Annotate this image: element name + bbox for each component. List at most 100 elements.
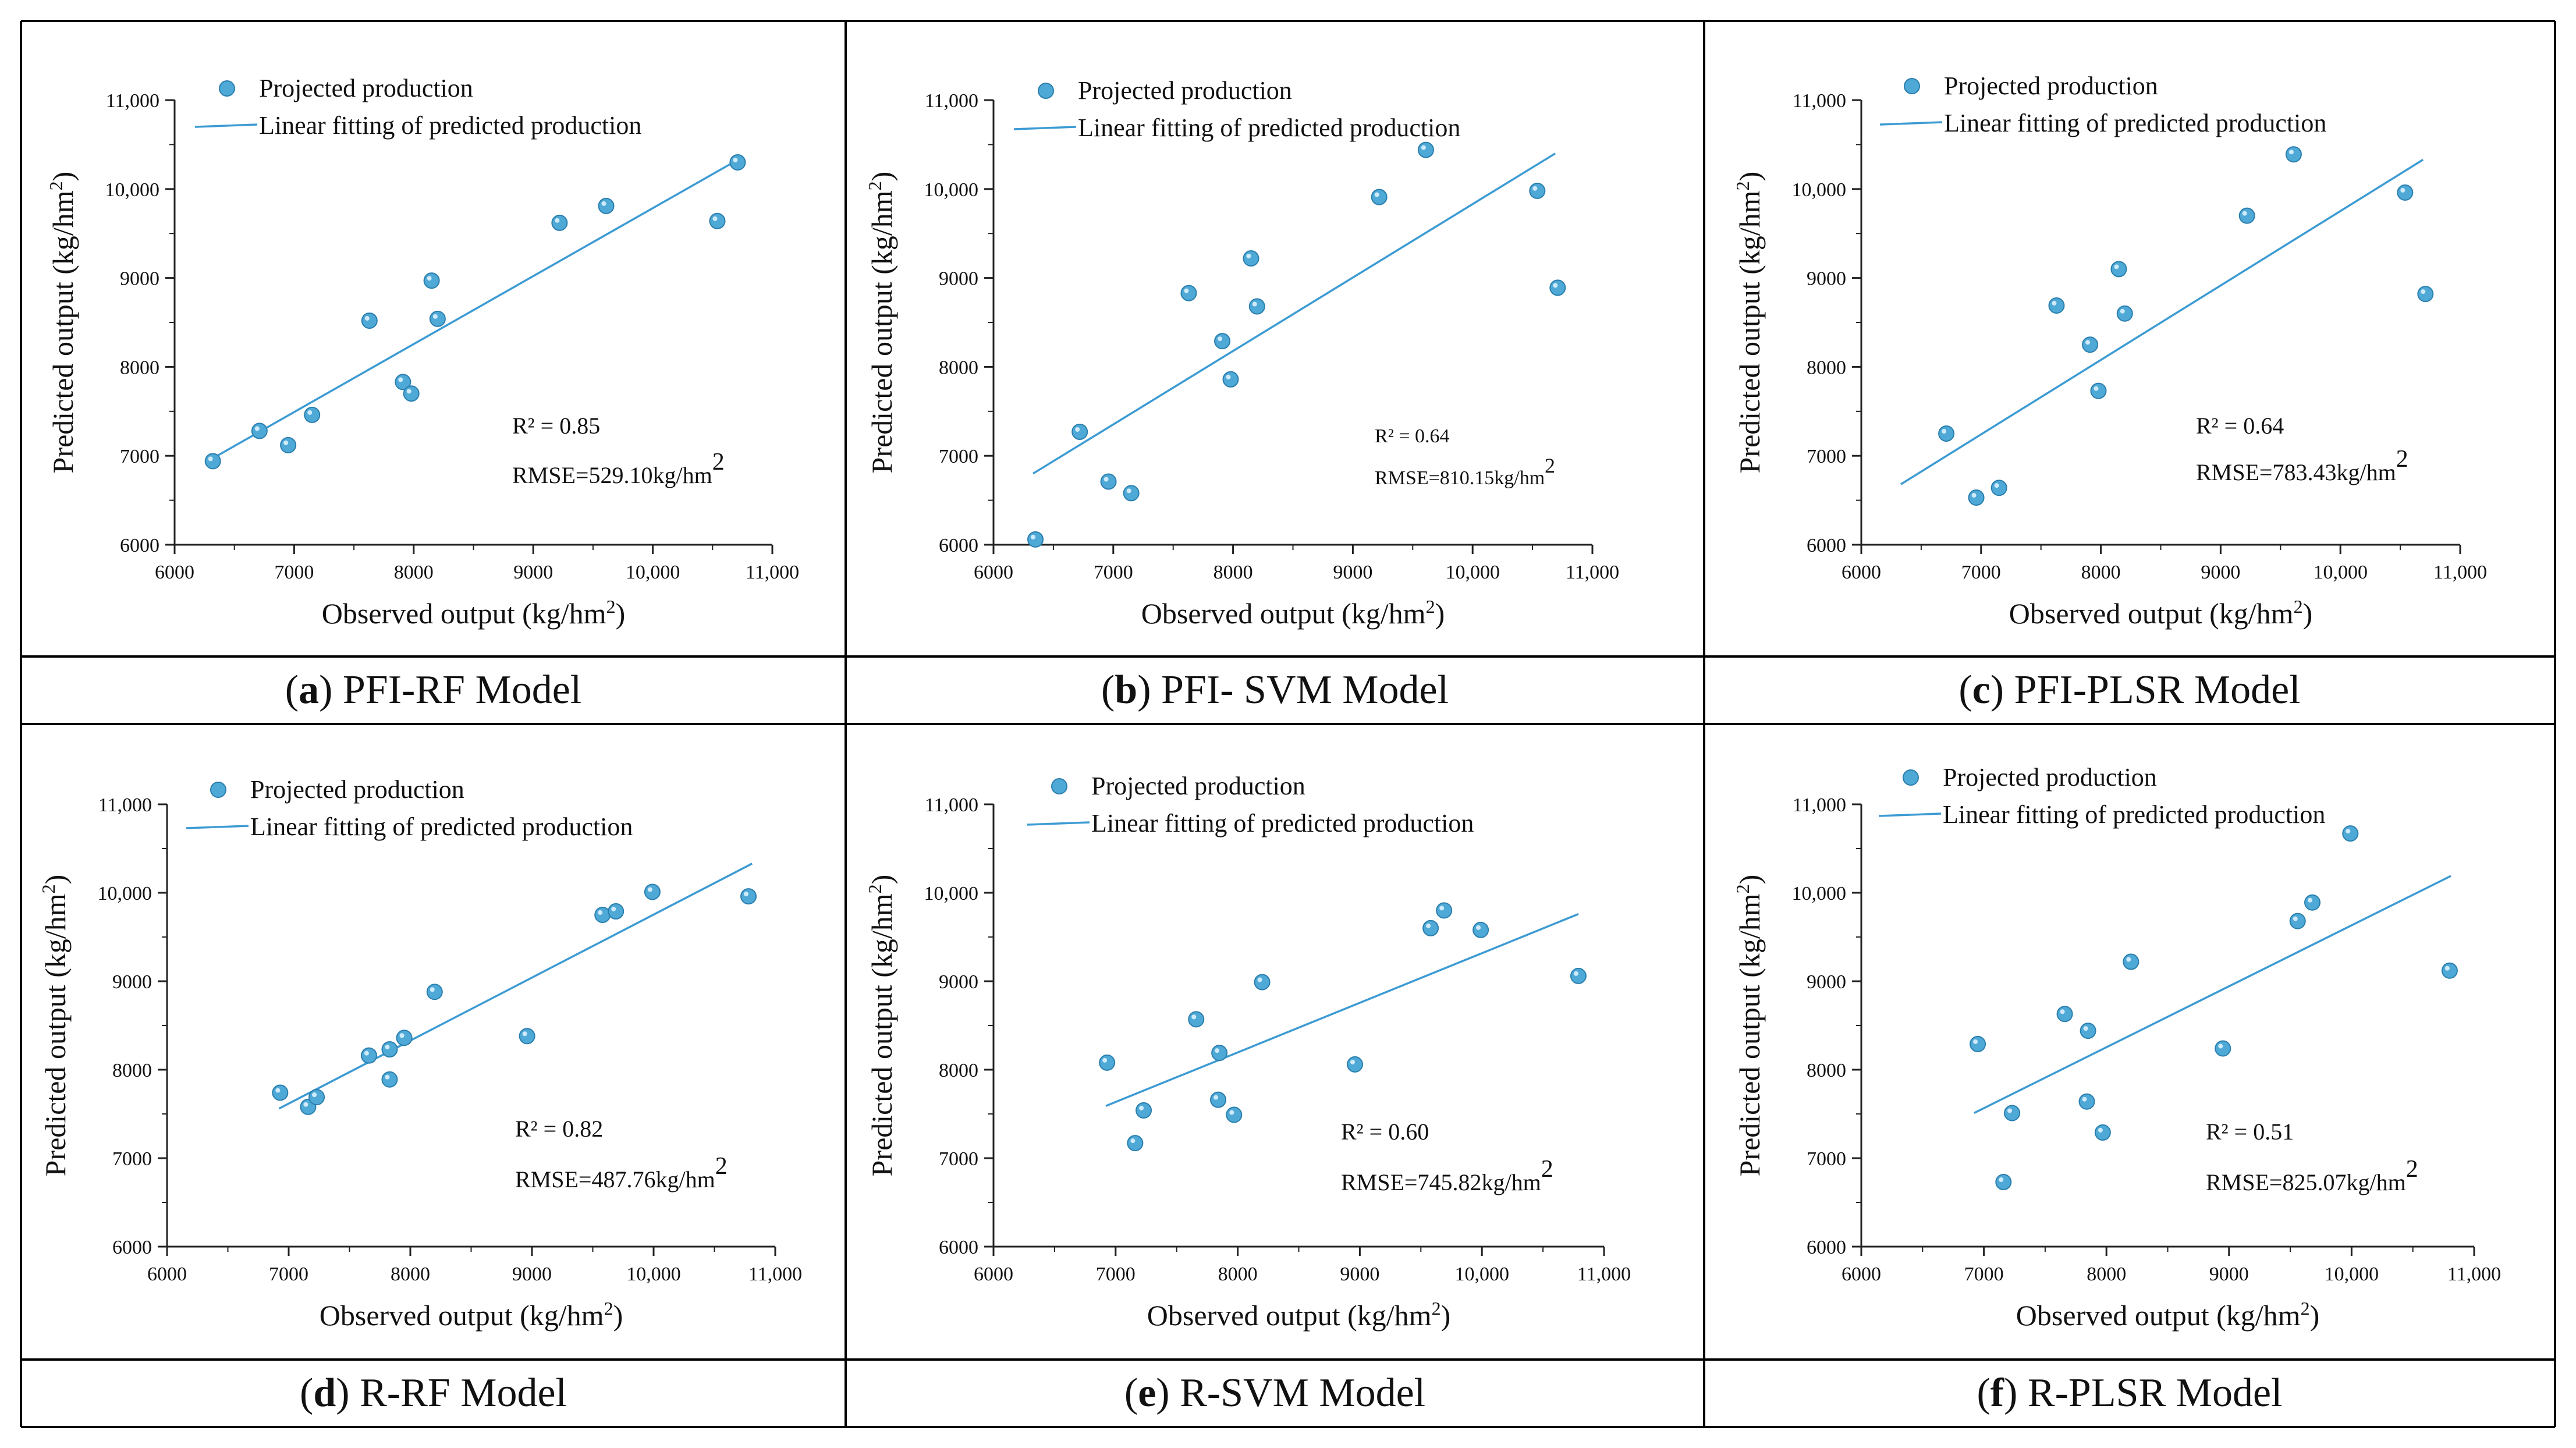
data-point-highlight — [611, 906, 616, 911]
data-point — [204, 453, 221, 470]
linear-fit-line — [1973, 875, 2451, 1115]
panel-caption-text: R-RF Model — [349, 1371, 567, 1415]
data-point-highlight — [364, 1050, 369, 1056]
x-tick-label: 9000 — [2209, 1264, 2249, 1285]
legend-label-points: Projected production — [1091, 772, 1305, 800]
x-tick-label: 7000 — [269, 1264, 308, 1285]
linear-fit-line — [1032, 152, 1556, 475]
data-point-highlight — [1257, 977, 1262, 982]
x-tick-label: 8000 — [2087, 1264, 2126, 1285]
data-point — [2123, 953, 2139, 970]
legend-marker — [1903, 769, 1919, 786]
legend-label-fit: Linear fitting of predicted production — [1091, 809, 1474, 837]
legend-marker — [1904, 78, 1920, 94]
data-point — [304, 406, 321, 423]
panel-caption-d: (d) R-RF Model — [300, 1371, 567, 1415]
data-point — [426, 984, 443, 1000]
data-point-highlight — [1218, 336, 1223, 342]
linear-fit-line — [1900, 158, 2424, 485]
data-point — [2080, 1023, 2096, 1039]
y-tick-label: 9000 — [939, 971, 978, 993]
panel-caption-text: R-PLSR Model — [2017, 1371, 2283, 1415]
data-point-highlight — [2421, 289, 2426, 294]
panel-caption-a: (a) PFI-RF Model — [285, 668, 582, 712]
linear-fit-line — [278, 863, 753, 1110]
data-point-highlight — [2094, 386, 2099, 391]
data-point-highlight — [1246, 253, 1251, 258]
data-point — [2004, 1105, 2021, 1122]
chart-panel-c: 6000 7000 8000 9000 10,000 11,000 6000 7000 8000… — [1732, 72, 2487, 630]
data-point — [608, 903, 625, 920]
data-point-highlight — [1126, 488, 1131, 494]
data-point — [2285, 146, 2302, 163]
y-tick-label: 7000 — [939, 446, 978, 467]
data-point — [1570, 967, 1587, 984]
data-point — [429, 310, 446, 327]
data-point — [1529, 182, 1546, 199]
data-point — [2417, 286, 2434, 303]
data-point — [1990, 480, 2007, 496]
r-squared-label: R² = 0.64 — [2196, 413, 2284, 439]
legend-label-fit: Linear fitting of predicted production — [259, 111, 641, 140]
panel-caption-e: (e) R-SVM Model — [1124, 1371, 1426, 1415]
data-point-highlight — [1130, 1138, 1136, 1144]
data-point — [2397, 184, 2414, 201]
data-point — [2289, 913, 2306, 929]
data-point — [1248, 298, 1265, 315]
x-tick-label: 11,000 — [746, 562, 799, 583]
rmse-label: RMSE=783.43kg/hm2 — [2196, 446, 2408, 485]
rmse-label: RMSE=487.76kg/hm2 — [515, 1153, 728, 1193]
data-point — [2342, 825, 2359, 842]
data-point — [1180, 285, 1197, 301]
data-point-highlight — [2400, 187, 2405, 193]
y-tick-label: 11,000 — [925, 90, 978, 112]
y-tick-label: 11,000 — [1793, 90, 1846, 112]
data-point-highlight — [1104, 477, 1109, 482]
legend-line — [1027, 821, 1090, 826]
panel-caption-text: PFI-RF Model — [332, 668, 582, 712]
x-tick-label: 9000 — [512, 1264, 552, 1285]
data-point — [1099, 1054, 1116, 1071]
data-point — [1100, 473, 1117, 490]
data-point-highlight — [1994, 483, 1999, 488]
data-point — [2082, 336, 2099, 353]
panel-caption-f: (f) R-PLSR Model — [1977, 1371, 2283, 1415]
data-point — [1472, 921, 1489, 938]
data-point-highlight — [1350, 1059, 1356, 1064]
data-point — [2078, 1093, 2095, 1110]
y-tick-label: 7000 — [112, 1148, 152, 1170]
x-tick-label: 10,000 — [2325, 1264, 2379, 1285]
data-point-highlight — [1374, 192, 1379, 197]
data-point-highlight — [2120, 308, 2125, 314]
y-tick-label: 6000 — [112, 1237, 152, 1258]
y-tick-label: 6000 — [939, 1237, 978, 1258]
data-point-highlight — [1215, 1048, 1220, 1053]
y-tick-label: 7000 — [1807, 1148, 1846, 1170]
legend-label-points: Projected production — [259, 74, 473, 102]
data-point-highlight — [312, 1092, 317, 1098]
data-point-highlight — [208, 456, 213, 462]
x-tick-label: 11,000 — [1577, 1264, 1631, 1285]
data-point-highlight — [2346, 829, 2351, 834]
x-tick-label: 7000 — [1961, 562, 2001, 583]
x-tick-label: 8000 — [1218, 1264, 1258, 1285]
data-point-highlight — [1139, 1105, 1144, 1110]
data-point-highlight — [399, 1033, 405, 1038]
x-tick-label: 10,000 — [626, 562, 680, 583]
r-squared-label: R² = 0.64 — [1375, 425, 1450, 447]
data-point-highlight — [283, 440, 289, 445]
data-point-highlight — [1476, 925, 1481, 930]
y-tick-label: 11,000 — [106, 90, 159, 112]
legend-marker — [219, 80, 235, 97]
y-tick-label: 8000 — [112, 1060, 152, 1081]
data-point — [1214, 333, 1231, 350]
data-point — [361, 312, 378, 329]
data-point — [2094, 1124, 2111, 1141]
panel-caption-b: (b) PFI- SVM Model — [1101, 668, 1449, 712]
legend-label-fit: Linear fitting of predicted production — [250, 812, 633, 841]
x-tick-label: 6000 — [1841, 562, 1881, 583]
chart-panel-a: 6000 7000 8000 9000 10,000 11,000 6000 7000 8000… — [45, 74, 799, 630]
data-point-highlight — [398, 377, 403, 382]
data-point-highlight — [733, 157, 738, 162]
data-point-highlight — [1184, 288, 1189, 293]
